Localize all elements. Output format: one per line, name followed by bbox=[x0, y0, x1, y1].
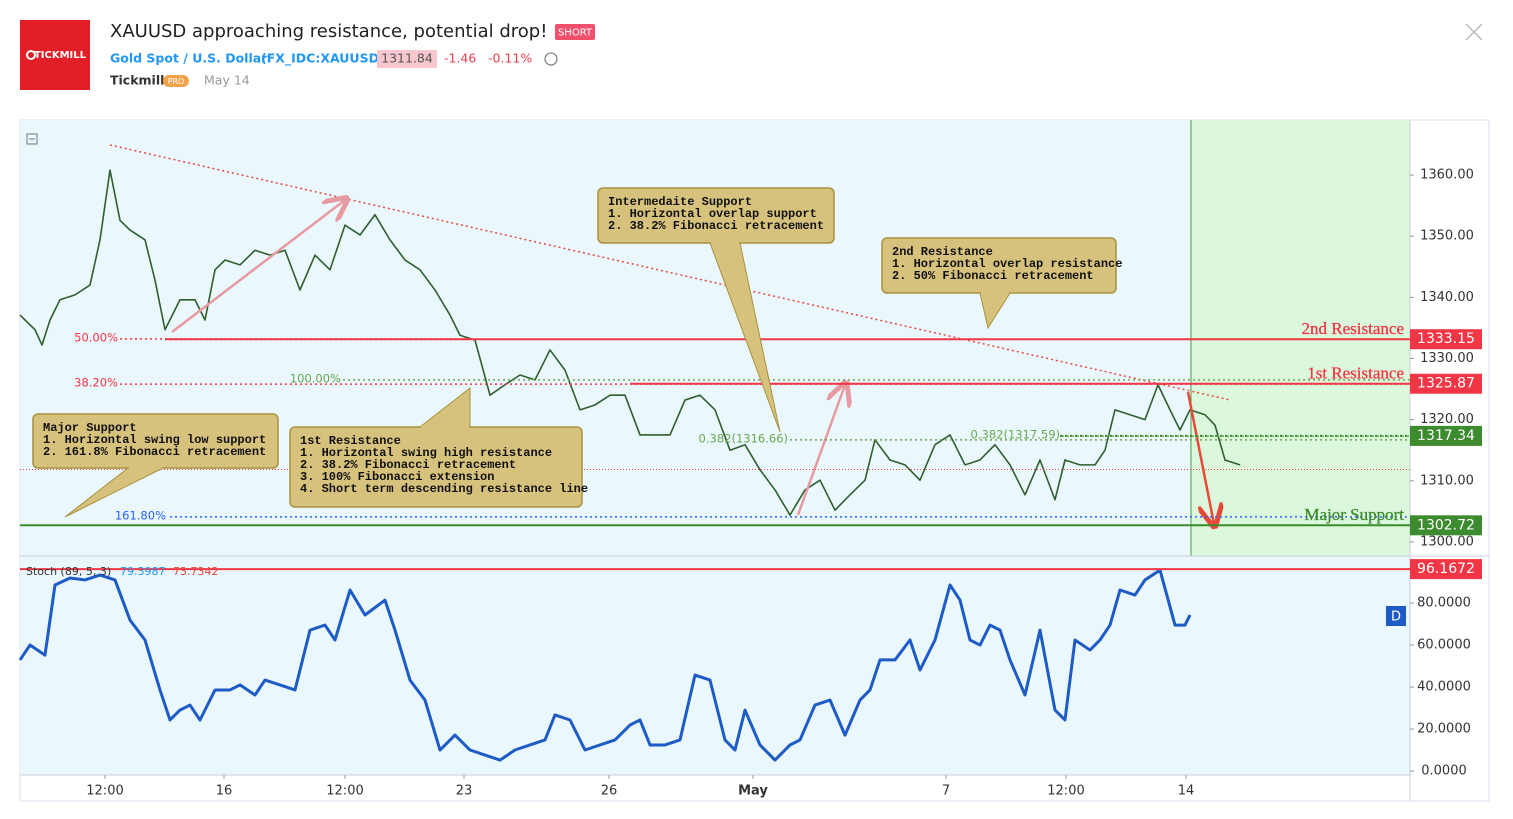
callout-title: 2nd Resistance bbox=[892, 245, 993, 259]
y-tick-label: 60.0000 bbox=[1417, 638, 1471, 653]
y-tick-label: 1320.00 bbox=[1420, 412, 1474, 427]
callout-title: Intermedaite Support bbox=[608, 195, 752, 209]
x-tick-label: May bbox=[738, 784, 768, 799]
x-tick-label: 14 bbox=[1178, 784, 1195, 799]
callout-line: 1. Horizontal overlap support bbox=[608, 207, 817, 221]
logo-mark bbox=[26, 50, 36, 60]
ticker[interactable]: (FX_IDC:XAUUSD) bbox=[261, 51, 385, 67]
y-tick-label: 1360.00 bbox=[1420, 168, 1474, 183]
y-tick-label: 40.0000 bbox=[1417, 680, 1471, 695]
stoch-reading: 73.7342 bbox=[173, 565, 219, 578]
callout-line: 1. Horizontal overlap resistance bbox=[892, 257, 1122, 271]
callout-line: 1. Horizontal swing high resistance bbox=[300, 446, 552, 460]
level-label: 2nd Resistance bbox=[1302, 319, 1404, 338]
callout-line: 3. 100% Fibonacci extension bbox=[300, 470, 494, 484]
date: May 14 bbox=[204, 73, 250, 88]
callout-title: Major Support bbox=[43, 421, 137, 435]
level-price-box bbox=[1410, 425, 1482, 446]
stoch-level-box bbox=[1410, 559, 1482, 580]
price-line bbox=[19, 169, 1241, 516]
fib-label: 100.00% bbox=[290, 371, 341, 385]
swing-arrow bbox=[171, 200, 345, 333]
y-tick-label: 1330.00 bbox=[1420, 351, 1474, 366]
x-tick-label: 16 bbox=[216, 784, 233, 799]
fib-label: 38.20% bbox=[74, 376, 118, 390]
alert-icon[interactable] bbox=[544, 52, 558, 66]
y-tick-label: 1340.00 bbox=[1420, 290, 1474, 305]
plot bbox=[18, 169, 1241, 762]
y-tick-label: 20.0000 bbox=[1417, 722, 1471, 737]
pro-badge bbox=[163, 75, 189, 87]
y-tick-label: 0.0000 bbox=[1421, 764, 1467, 779]
y-tick-label: 1300.00 bbox=[1420, 534, 1474, 549]
descending-trendline bbox=[109, 144, 1231, 401]
level-label: Major Support bbox=[1304, 505, 1404, 524]
idea-title: XAUUSD approaching resistance, potential… bbox=[110, 21, 547, 42]
short-badge-text: SHORT bbox=[558, 28, 593, 39]
stoch-pane bbox=[20, 556, 1410, 775]
logo bbox=[20, 20, 90, 90]
x-tick-label: 23 bbox=[456, 784, 473, 799]
symbol[interactable]: Gold Spot / U.S. Dollar bbox=[110, 51, 268, 66]
price-box bbox=[377, 50, 437, 68]
level-price: 1317.34 bbox=[1417, 428, 1475, 444]
level-price: 1333.15 bbox=[1417, 331, 1475, 347]
stoch-reading: 79.3987 bbox=[120, 565, 166, 578]
collapse-button[interactable] bbox=[26, 133, 38, 145]
callout-line: 2. 38.2% Fibonacci retracement bbox=[300, 458, 516, 472]
y-tick-label: 80.0000 bbox=[1417, 596, 1471, 611]
x-tick-label: 12:00 bbox=[86, 784, 123, 799]
forecast-zone bbox=[1191, 120, 1410, 556]
pro-badge-text: PRO bbox=[168, 77, 185, 86]
level-price-box bbox=[1410, 329, 1482, 350]
level-price: 1325.87 bbox=[1417, 376, 1475, 392]
fib-label: 0.382(1316.66) bbox=[699, 431, 788, 445]
stoch-label: Stoch (89, 5, 3) bbox=[26, 565, 111, 578]
callout-title: 1st Resistance bbox=[300, 434, 401, 448]
short-badge bbox=[555, 24, 595, 40]
stoch-line bbox=[18, 568, 1192, 762]
level-price-box bbox=[1410, 373, 1482, 394]
level-price-box bbox=[1410, 515, 1482, 536]
interval-badge bbox=[1386, 606, 1406, 626]
swing-arrow bbox=[796, 385, 845, 516]
change: -1.46 bbox=[444, 51, 476, 66]
callout-line: 2. 38.2% Fibonacci retracement bbox=[608, 219, 824, 233]
x-tick-label: 26 bbox=[601, 784, 618, 799]
price: 1311.84 bbox=[381, 51, 433, 66]
drop-arrow bbox=[1186, 391, 1214, 524]
y-tick-label: 1350.00 bbox=[1420, 229, 1474, 244]
close-button[interactable] bbox=[1465, 23, 1483, 41]
callout-line: 2. 161.8% Fibonacci retracement bbox=[43, 445, 266, 459]
interval-badge-text: D bbox=[1391, 610, 1401, 625]
fib-label: 50.00% bbox=[74, 330, 118, 344]
callout-line: 1. Horizontal swing low support bbox=[43, 433, 266, 447]
change-pct: -0.11% bbox=[488, 51, 532, 66]
callout-line: 4. Short term descending resistance line bbox=[300, 482, 588, 496]
x-tick-label: 12:00 bbox=[326, 784, 363, 799]
stoch-level-value: 96.1672 bbox=[1417, 561, 1475, 577]
level-price: 1302.72 bbox=[1417, 517, 1475, 533]
fib-label: 0.382(1317.59) bbox=[971, 428, 1060, 442]
author[interactable]: Tickmill bbox=[110, 73, 164, 88]
fib-label: 161.80% bbox=[115, 508, 166, 522]
x-tick-label: 7 bbox=[942, 784, 950, 799]
y-tick-label: 1310.00 bbox=[1420, 473, 1474, 488]
level-label: 1st Resistance bbox=[1307, 364, 1404, 383]
callout-line: 2. 50% Fibonacci retracement bbox=[892, 269, 1094, 283]
logo-text: TICKMILL bbox=[34, 50, 87, 61]
x-tick-label: 12:00 bbox=[1047, 784, 1084, 799]
